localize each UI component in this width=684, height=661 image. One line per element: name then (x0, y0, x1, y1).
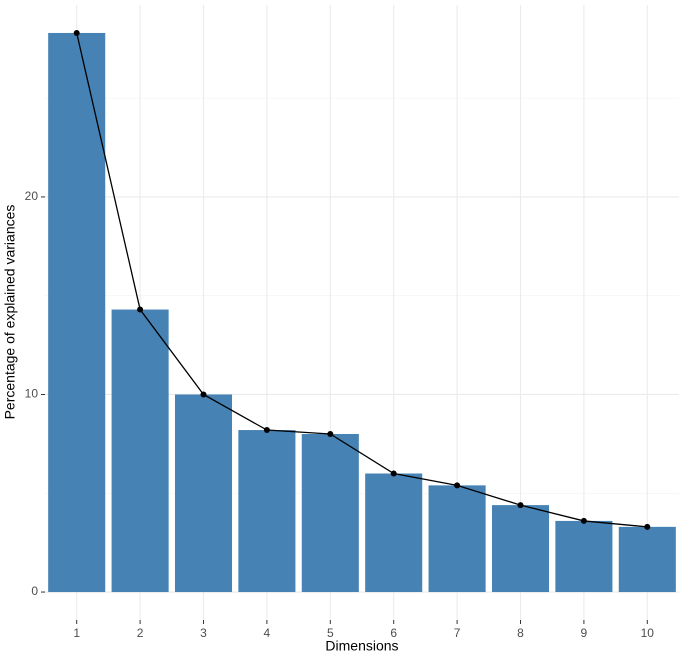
y-axis-title: Percentage of explained variances (2, 205, 18, 420)
point (263, 427, 270, 434)
y-tick-label: 0 (31, 584, 38, 598)
x-tick-label: 1 (73, 626, 80, 640)
point (390, 470, 397, 477)
bar (365, 473, 423, 593)
bar (555, 520, 613, 593)
bar (48, 32, 106, 593)
bar (428, 485, 486, 593)
bar (491, 505, 550, 593)
line (76, 32, 648, 528)
bar (238, 430, 296, 593)
x-tick-label: 9 (581, 626, 588, 640)
point (73, 29, 80, 36)
bar (174, 394, 233, 593)
point (517, 502, 524, 509)
point (454, 482, 461, 489)
point (580, 517, 587, 524)
x-tick-label: 3 (200, 626, 207, 640)
point (327, 430, 334, 437)
x-tick-label: 4 (264, 626, 271, 640)
point (137, 306, 144, 313)
x-axis-title: Dimensions (325, 638, 398, 654)
y-tick-label: 20 (25, 189, 39, 203)
bar (111, 309, 169, 593)
y-tick-label: 10 (25, 387, 39, 401)
point (644, 523, 651, 530)
x-tick-label: 5 (327, 626, 334, 640)
x-tick-label: 7 (454, 626, 461, 640)
x-tick-label: 8 (517, 626, 524, 640)
bar (301, 433, 359, 593)
x-tick-label: 10 (641, 626, 655, 640)
x-tick-label: 2 (137, 626, 144, 640)
x-tick-label: 6 (390, 626, 397, 640)
bar (618, 526, 676, 593)
point (200, 391, 207, 398)
